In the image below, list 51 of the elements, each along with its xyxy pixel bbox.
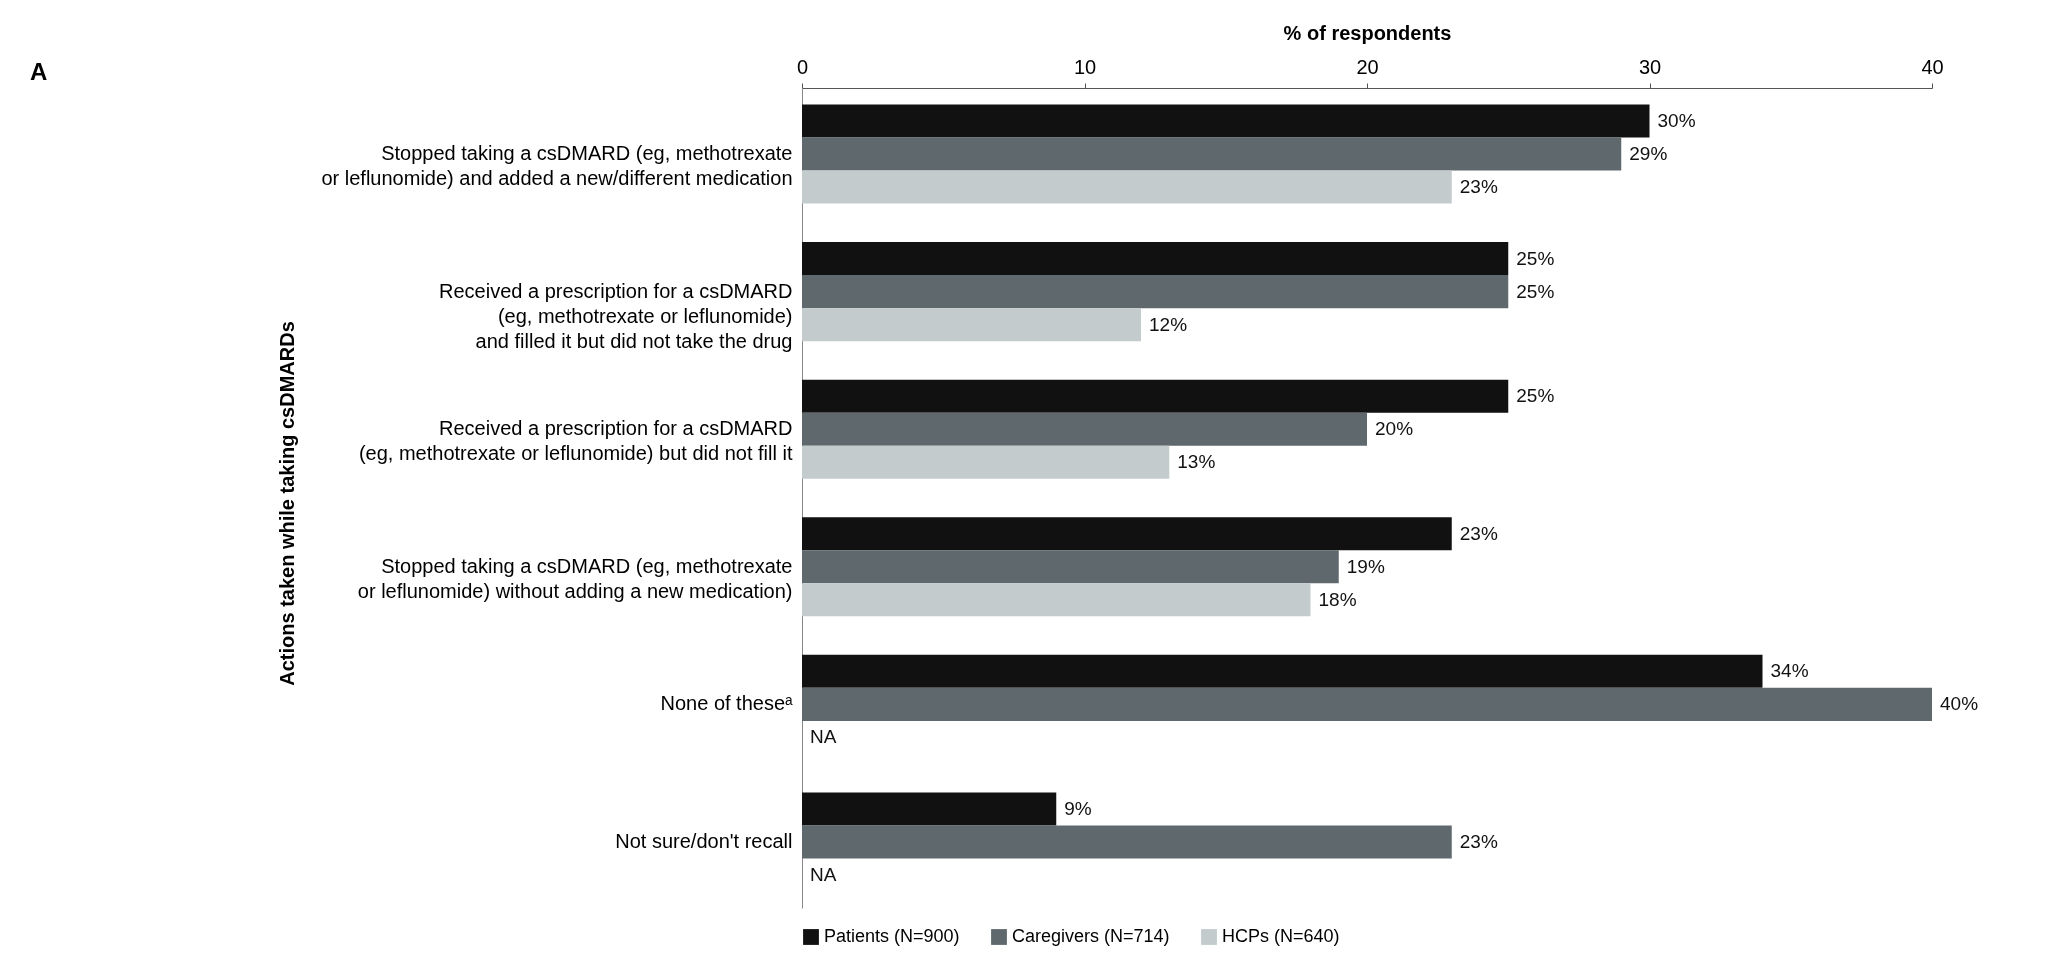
data-label: 34%: [1770, 660, 1809, 682]
data-label: 25%: [1516, 280, 1555, 302]
y-tick-label: Stopped taking a csDMARD (eg, methotrexate or leflunomide) without adding a new medication): [357, 554, 793, 602]
x-axis-title: % of respondents: [1283, 21, 1452, 44]
bar: [802, 379, 1509, 413]
data-label: 12%: [1149, 313, 1188, 335]
data-label: 29%: [1629, 143, 1668, 165]
bar: [802, 792, 1057, 826]
x-tick-label: 20: [1356, 55, 1379, 78]
x-tick-label: 30: [1638, 55, 1662, 78]
bar: [802, 412, 1367, 446]
x-tick-label: 0: [796, 55, 809, 78]
text: NA: [810, 726, 837, 748]
bar: [802, 445, 1170, 479]
bar: [802, 654, 1763, 688]
data-label: 30%: [1657, 110, 1696, 132]
data-label: 23%: [1459, 522, 1498, 544]
y-tick-label: Not sure/don't recall: [615, 829, 793, 852]
bar: [802, 242, 1509, 276]
legend-label: Patients (N=900): [824, 926, 960, 946]
data-label: 9%: [1064, 797, 1092, 819]
legend-label: Caregivers (N=714): [1012, 926, 1170, 946]
data-label: 19%: [1346, 555, 1385, 577]
data-label: 20%: [1375, 418, 1414, 440]
bar: [802, 517, 1452, 551]
x-tick-label: 40: [1921, 55, 1944, 78]
y-tick-label: Received a prescription for a csDMARD (eg, methotrexate or leflunomide) and filled it but did not take the drug: [439, 279, 793, 352]
data-label: 23%: [1459, 176, 1498, 198]
x-tick-label: 10: [1073, 55, 1097, 78]
text: NA: [810, 863, 837, 885]
y-tick-label: Stopped taking a csDMARD (eg, methotrexate or leflunomide) and added a new/different medication: [321, 142, 793, 190]
data-label: 23%: [1459, 830, 1498, 852]
legend-label: HCPs (N=640): [1222, 926, 1340, 946]
data-label: 18%: [1318, 588, 1357, 610]
y-axis-title: Actions taken while taking csDMARDs: [275, 321, 298, 686]
bar: [802, 308, 1141, 342]
bar: [802, 170, 1452, 204]
y-tick-label: Received a prescription for a csDMARD (eg, methotrexate or leflunomide) but did not fill it: [358, 417, 793, 465]
bar: [802, 275, 1509, 309]
data-label: 40%: [1940, 693, 1979, 715]
data-label: 13%: [1177, 451, 1216, 473]
y-tick-label: None of theseᵃ: [660, 692, 794, 715]
bar: [802, 687, 1932, 721]
bar: [802, 550, 1339, 584]
bar: [802, 137, 1622, 171]
data-label: 25%: [1516, 385, 1555, 407]
bar: [802, 583, 1311, 617]
text: A: [30, 58, 48, 86]
data-label: 25%: [1516, 247, 1555, 269]
bar: [802, 104, 1650, 138]
bar: [802, 825, 1452, 859]
